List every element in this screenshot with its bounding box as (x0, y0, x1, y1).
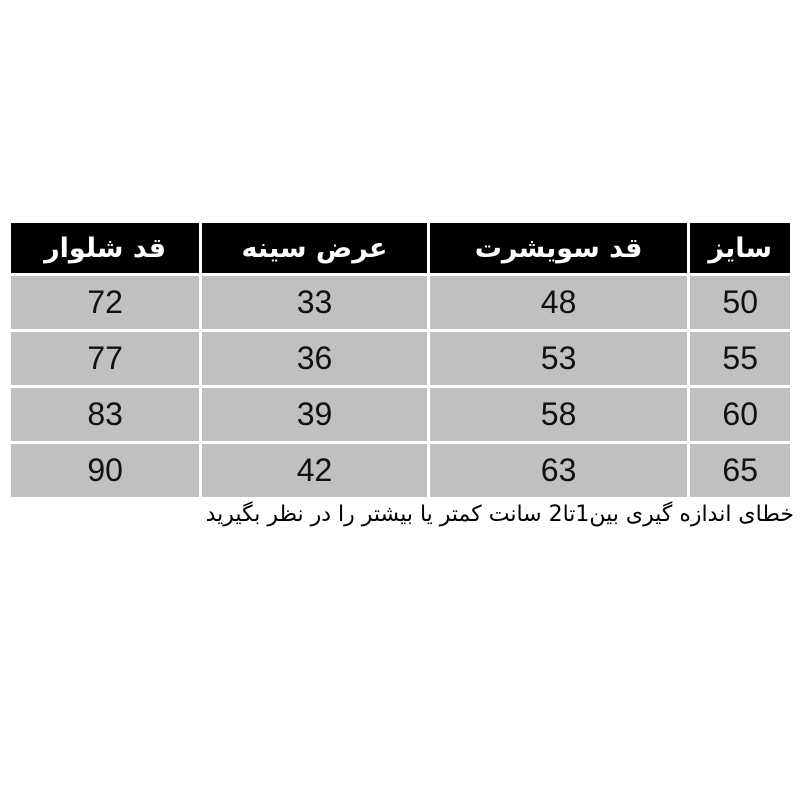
header-chest-width: عرض سینه (202, 223, 427, 273)
table-cell: 90 (11, 444, 200, 497)
table-cell: 65 (690, 444, 790, 497)
table-cell: 39 (202, 388, 427, 441)
table-cell: 36 (202, 332, 427, 385)
size-chart-table: سایز قد سویشرت عرض سینه قد شلوار 50 48 3… (8, 220, 793, 500)
header-row: سایز قد سویشرت عرض سینه قد شلوار (11, 223, 790, 273)
header-size: سایز (690, 223, 790, 273)
table-row: 55 53 36 77 (11, 332, 790, 385)
table-cell: 83 (11, 388, 200, 441)
table-cell: 48 (429, 276, 688, 329)
table-row: 65 63 42 90 (11, 444, 790, 497)
measurement-error-note: خطای اندازه گیری بین1تا2 سانت کمتر یا بی… (205, 502, 794, 527)
table-row: 60 58 39 83 (11, 388, 790, 441)
header-sweatshirt-length: قد سویشرت (429, 223, 688, 273)
table-cell: 63 (429, 444, 688, 497)
header-pants-length: قد شلوار (11, 223, 200, 273)
table-cell: 77 (11, 332, 200, 385)
table-cell: 53 (429, 332, 688, 385)
table-cell: 33 (202, 276, 427, 329)
table-row: 50 48 33 72 (11, 276, 790, 329)
table-cell: 58 (429, 388, 688, 441)
table-cell: 72 (11, 276, 200, 329)
table-cell: 60 (690, 388, 790, 441)
table-cell: 42 (202, 444, 427, 497)
table-cell: 50 (690, 276, 790, 329)
table-cell: 55 (690, 332, 790, 385)
